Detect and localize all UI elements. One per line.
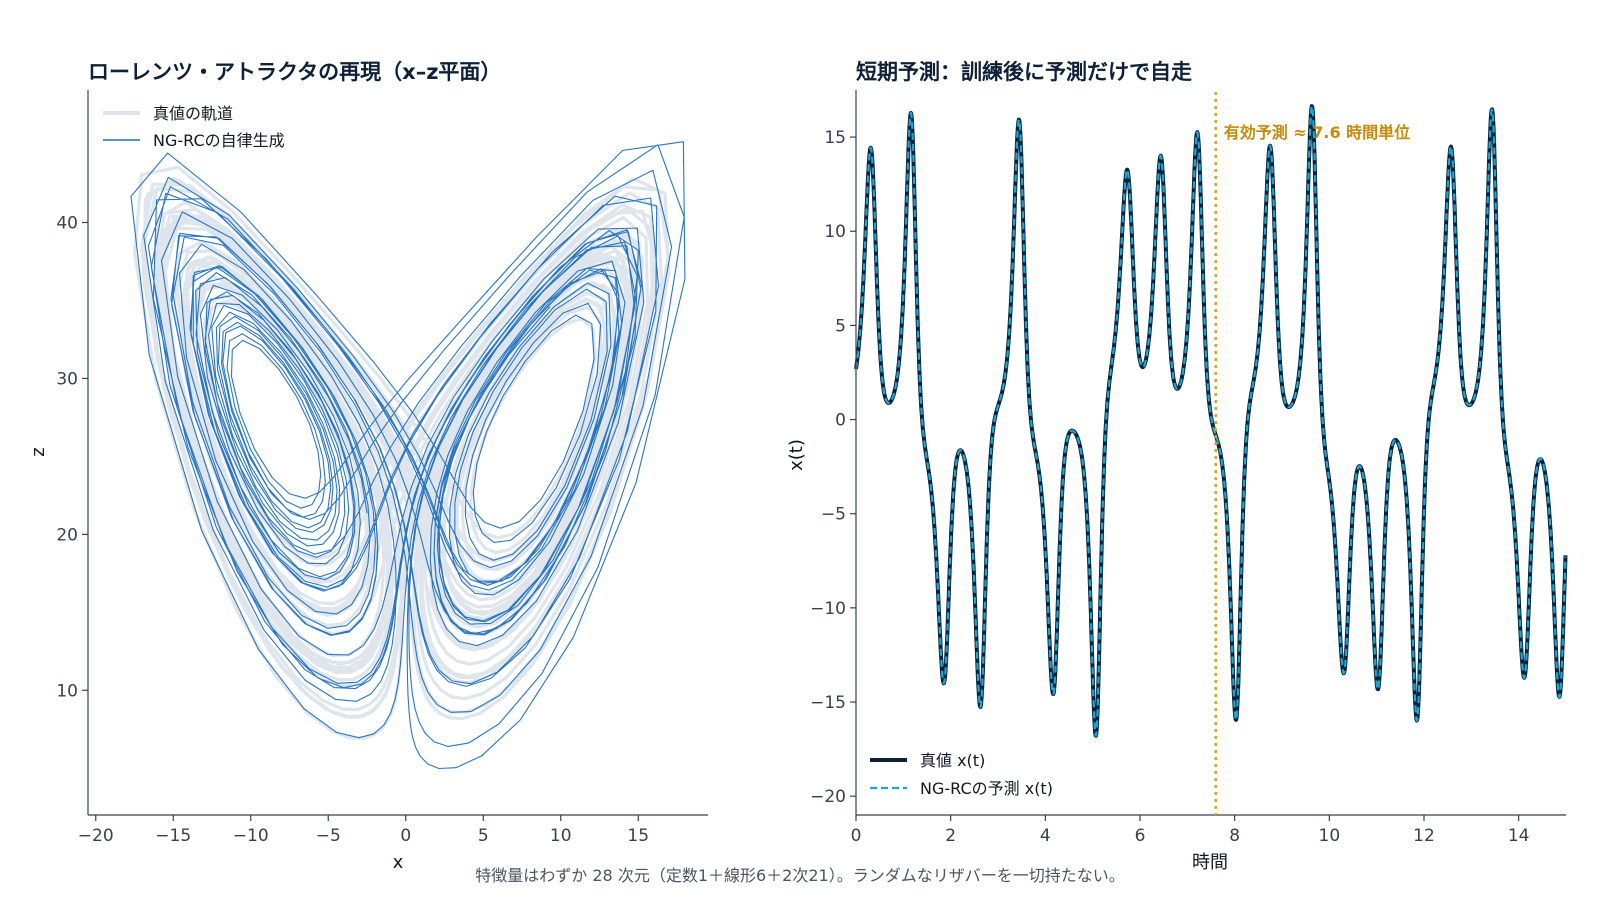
- right-y-ticks: −20 −15 −10 −5 0 5 10 15: [810, 128, 856, 807]
- y-tick-label: 10: [824, 222, 846, 242]
- x-tick-label: −10: [233, 826, 269, 846]
- left-x-ticks: −20 −15 −10 −5 0 5 10 15: [78, 815, 649, 846]
- ngrc-trajectory-series: [130, 141, 686, 770]
- x-tick-label: 10: [550, 826, 572, 846]
- y-tick-label: −20: [810, 787, 846, 807]
- x-tick-label: 12: [1413, 826, 1435, 846]
- x-tick-label: −20: [78, 826, 114, 846]
- left-chart-title: ローレンツ・アトラクタの再現（x–z平面）: [88, 60, 502, 84]
- x-tick-label: 15: [627, 826, 649, 846]
- x-tick-label: 0: [400, 826, 411, 846]
- x-tick-label: 5: [478, 826, 489, 846]
- y-tick-label: 40: [56, 214, 78, 234]
- ngrc-trajectory-line: [130, 141, 686, 770]
- prediction-series: [854, 104, 1568, 738]
- y-tick-label: 20: [56, 525, 78, 545]
- y-tick-label: 10: [56, 681, 78, 701]
- x-tick-label: 2: [945, 826, 956, 846]
- x-tick-label: 0: [851, 826, 862, 846]
- prediction-panel: 0 2 4 6 8 10 12 14 −20 −15 −10 −5 0 5 10 15 有効予測 ≈ 7.6…: [786, 90, 1568, 873]
- y-tick-label: 30: [56, 369, 78, 389]
- y-tick-label: 15: [824, 128, 846, 148]
- y-tick-label: 5: [835, 316, 846, 336]
- legend-label-truth-x: 真値 x(t): [920, 751, 985, 770]
- x-tick-label: 8: [1229, 826, 1240, 846]
- predicted-x-line: [854, 105, 1567, 737]
- x-tick-label: 14: [1508, 826, 1530, 846]
- x-tick-label: 4: [1040, 826, 1051, 846]
- left-y-axis-label: z: [28, 447, 49, 456]
- x-tick-label: 10: [1319, 826, 1341, 846]
- right-x-ticks: 0 2 4 6 8 10 12 14: [851, 815, 1530, 846]
- left-x-axis-label: x: [393, 852, 404, 873]
- valid-prediction-annotation: 有効予測 ≈ 7.6 時間単位: [1224, 123, 1410, 142]
- y-tick-label: 0: [835, 411, 846, 431]
- right-legend: 真値 x(t) NG-RCの予測 x(t): [870, 751, 1053, 798]
- y-tick-label: −15: [810, 693, 846, 713]
- right-chart-title: 短期予測：訓練後に予測だけで自走: [856, 60, 1192, 84]
- truth-trajectory-line: [133, 165, 671, 740]
- legend-label-truth: 真値の軌道: [153, 104, 233, 123]
- legend-label-pred-x: NG-RCの予測 x(t): [920, 779, 1053, 798]
- left-y-ticks: 10 20 30 40: [56, 214, 88, 701]
- legend-label-ngrc: NG-RCの自律生成: [153, 131, 285, 150]
- x-tick-label: 6: [1135, 826, 1146, 846]
- x-tick-label: −15: [155, 826, 191, 846]
- truth-trajectory-series: [133, 165, 671, 740]
- left-legend: 真値の軌道 NG-RCの自律生成: [103, 104, 285, 150]
- right-x-axis-label: 時間: [1192, 852, 1228, 873]
- right-y-axis-label: x(t): [786, 439, 807, 471]
- y-tick-label: −10: [810, 599, 846, 619]
- y-tick-label: −5: [821, 505, 846, 525]
- x-tick-label: −5: [316, 826, 341, 846]
- footnote: 特徴量はわずか 28 次元（定数1＋線形6＋2次21）。ランダムなリザバーを一切…: [475, 866, 1125, 885]
- attractor-panel: −20 −15 −10 −5 0 5 10 15 10 20 30 40 x z 真値の軌道 NG-…: [28, 90, 708, 873]
